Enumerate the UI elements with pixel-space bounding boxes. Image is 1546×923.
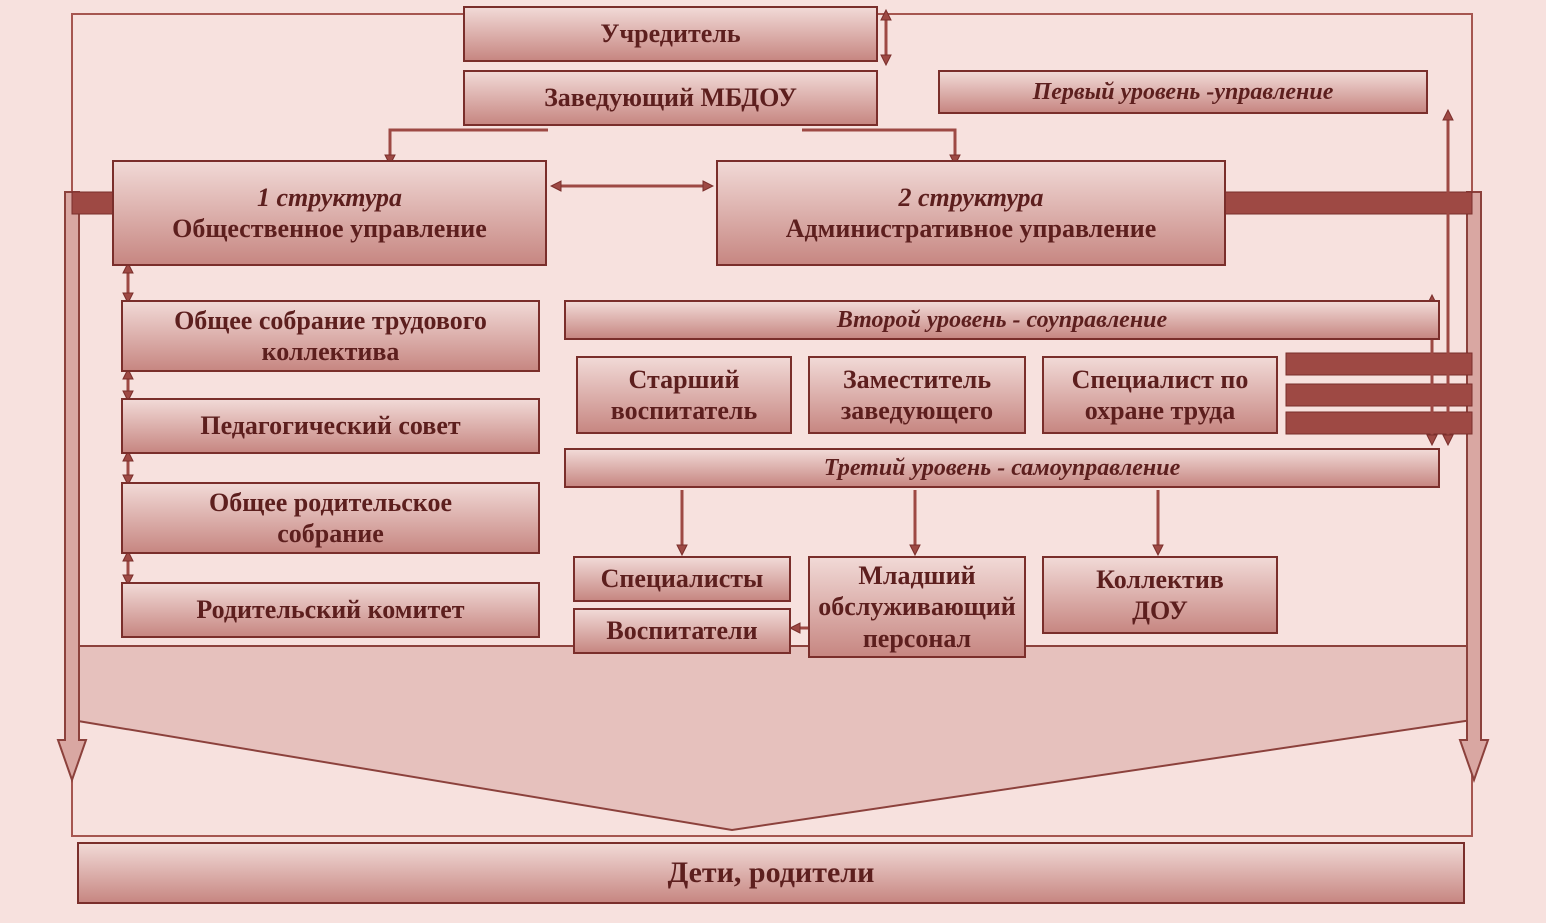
node-struct2-line1: 2 структура (898, 182, 1043, 213)
node-educators-line1: Воспитатели (606, 615, 757, 646)
node-parent_meet-line2: собрание (277, 518, 384, 549)
node-parent_comm: Родительский комитет (121, 582, 540, 638)
node-head: Заведующий МБДОУ (463, 70, 878, 126)
node-specialists-line1: Специалисты (601, 563, 764, 594)
node-senior-line2: воспитатель (611, 395, 757, 426)
node-collective-line1: Коллектив (1096, 564, 1224, 595)
node-safety-line2: охране труда (1085, 395, 1236, 426)
node-safety: Специалист поохране труда (1042, 356, 1278, 434)
node-struct2-line2: Административное управление (786, 213, 1157, 244)
node-safety-line1: Специалист по (1072, 364, 1249, 395)
node-level1: Первый уровень -управление (938, 70, 1428, 114)
node-assembly-line2: коллектива (262, 336, 400, 367)
node-level3-line1: Третий уровень - самоуправление (824, 454, 1180, 483)
node-collective: КоллективДОУ (1042, 556, 1278, 634)
node-collective-line2: ДОУ (1132, 595, 1188, 626)
node-ped: Педагогический совет (121, 398, 540, 454)
node-assembly-line1: Общее собрание трудового (174, 305, 487, 336)
node-deputy-line1: Заместитель (843, 364, 991, 395)
node-specialists: Специалисты (573, 556, 791, 602)
node-junior: Младшийобслуживающийперсонал (808, 556, 1026, 658)
node-deputy-line2: заведующего (841, 395, 993, 426)
node-founder: Учредитель (463, 6, 878, 62)
diagram-canvas: Учредитель Заведующий МБДОУ Первый уровень… (0, 0, 1546, 923)
node-struct1-line1: 1 структура (257, 182, 402, 213)
node-junior-line3: персонал (863, 623, 971, 654)
node-parent_comm-line1: Родительский комитет (196, 594, 464, 625)
node-bottom: Дети, родители (77, 842, 1465, 904)
node-assembly: Общее собрание трудовогоколлектива (121, 300, 540, 372)
node-struct1: 1 структураОбщественное управление (112, 160, 547, 266)
node-struct1-line2: Общественное управление (172, 213, 487, 244)
node-level3: Третий уровень - самоуправление (564, 448, 1440, 488)
node-bottom-line1: Дети, родители (668, 855, 875, 891)
node-parent_meet-line1: Общее родительское (209, 487, 452, 518)
node-level2-line1: Второй уровень - соуправление (837, 306, 1167, 335)
node-level1-line1: Первый уровень -управление (1033, 78, 1334, 107)
node-junior-line1: Младший (858, 560, 975, 591)
node-senior: Старшийвоспитатель (576, 356, 792, 434)
node-founder-line1: Учредитель (600, 18, 740, 49)
node-educators: Воспитатели (573, 608, 791, 654)
node-junior-line2: обслуживающий (818, 591, 1015, 622)
node-level2: Второй уровень - соуправление (564, 300, 1440, 340)
node-head-line1: Заведующий МБДОУ (544, 82, 797, 113)
node-deputy: Заместительзаведующего (808, 356, 1026, 434)
node-parent_meet: Общее родительскоесобрание (121, 482, 540, 554)
node-senior-line1: Старший (629, 364, 740, 395)
node-struct2: 2 структураАдминистративное управление (716, 160, 1226, 266)
node-ped-line1: Педагогический совет (200, 410, 460, 441)
